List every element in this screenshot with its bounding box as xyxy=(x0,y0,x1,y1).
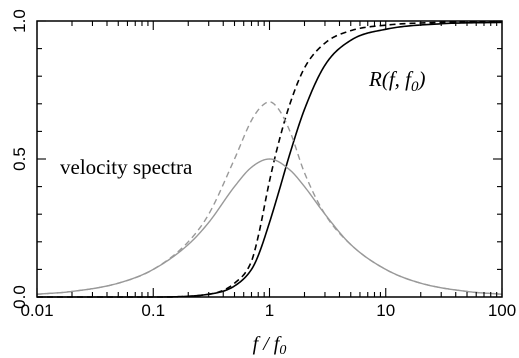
x-tick-label: 100 xyxy=(488,301,516,320)
y-tick-label: 0.0 xyxy=(10,285,29,309)
x-axis-label: f / f0 xyxy=(253,333,287,358)
y-tick-label: 0.5 xyxy=(10,147,29,171)
y-tick-label: 1.0 xyxy=(10,9,29,33)
response-annotation: R(f, f0) xyxy=(368,67,426,95)
x-tick-label: 0.1 xyxy=(141,301,165,320)
x-tick-label: 10 xyxy=(376,301,395,320)
series-layer xyxy=(36,20,503,298)
ticks-layer xyxy=(36,20,503,298)
series-line-1 xyxy=(37,20,503,298)
x-tick-label: 0.01 xyxy=(20,301,53,320)
series-line-3 xyxy=(36,101,503,295)
labels-layer: 0.01 0.1 1 10 100 0.0 0.5 1.0 f / f0 velocity spe… xyxy=(10,9,516,358)
velocity-spectra-annotation: velocity spectra xyxy=(60,155,193,179)
x-tick-label: 1 xyxy=(265,301,274,320)
